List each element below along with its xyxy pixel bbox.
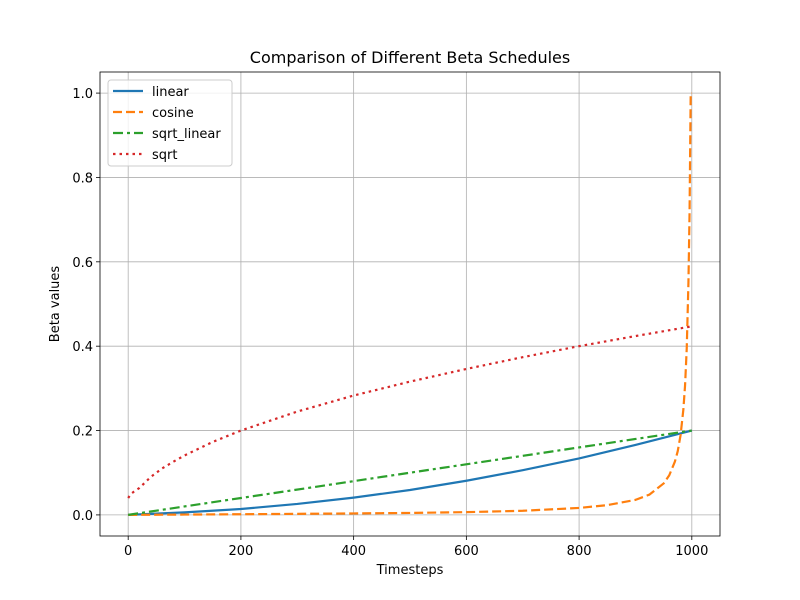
x-tick-label: 200 — [228, 544, 253, 559]
legend-label-sqrt-linear: sqrt_linear — [152, 127, 221, 142]
chart-title: Comparison of Different Beta Schedules — [250, 48, 570, 67]
y-tick-label: 0.0 — [72, 509, 93, 524]
x-tick-label: 0 — [124, 544, 132, 559]
y-tick-label: 0.4 — [72, 340, 93, 355]
x-tick-label: 600 — [454, 544, 479, 559]
series-line-sqrt — [127, 325, 693, 499]
y-tick-label: 0.8 — [72, 171, 93, 186]
legend-box — [107, 79, 233, 167]
legend-label-cosine: cosine — [152, 106, 194, 121]
x-tick-label: 400 — [341, 544, 366, 559]
plot-frame — [99, 71, 721, 537]
x-axis-label: Timesteps — [376, 563, 444, 578]
grid — [100, 72, 720, 536]
y-tick-label: 0.2 — [72, 425, 93, 440]
y-axis-label: Beta values — [48, 266, 63, 343]
series-line-linear — [128, 429, 693, 516]
legend-label-linear: linear — [152, 85, 189, 100]
series-lines — [127, 91, 693, 516]
series-line-cosine — [128, 91, 693, 516]
x-tick-label: 800 — [567, 544, 592, 559]
x-tick-label: 1000 — [675, 544, 708, 559]
y-tick-label: 0.6 — [72, 256, 93, 271]
y-tick-label: 1.0 — [72, 87, 93, 102]
axis-ticks: 0 200 400 600 800 1000 0.0 0.2 0.4 0.6 0.8 1.0 — [72, 87, 708, 559]
legend-label-sqrt: sqrt — [152, 148, 177, 163]
